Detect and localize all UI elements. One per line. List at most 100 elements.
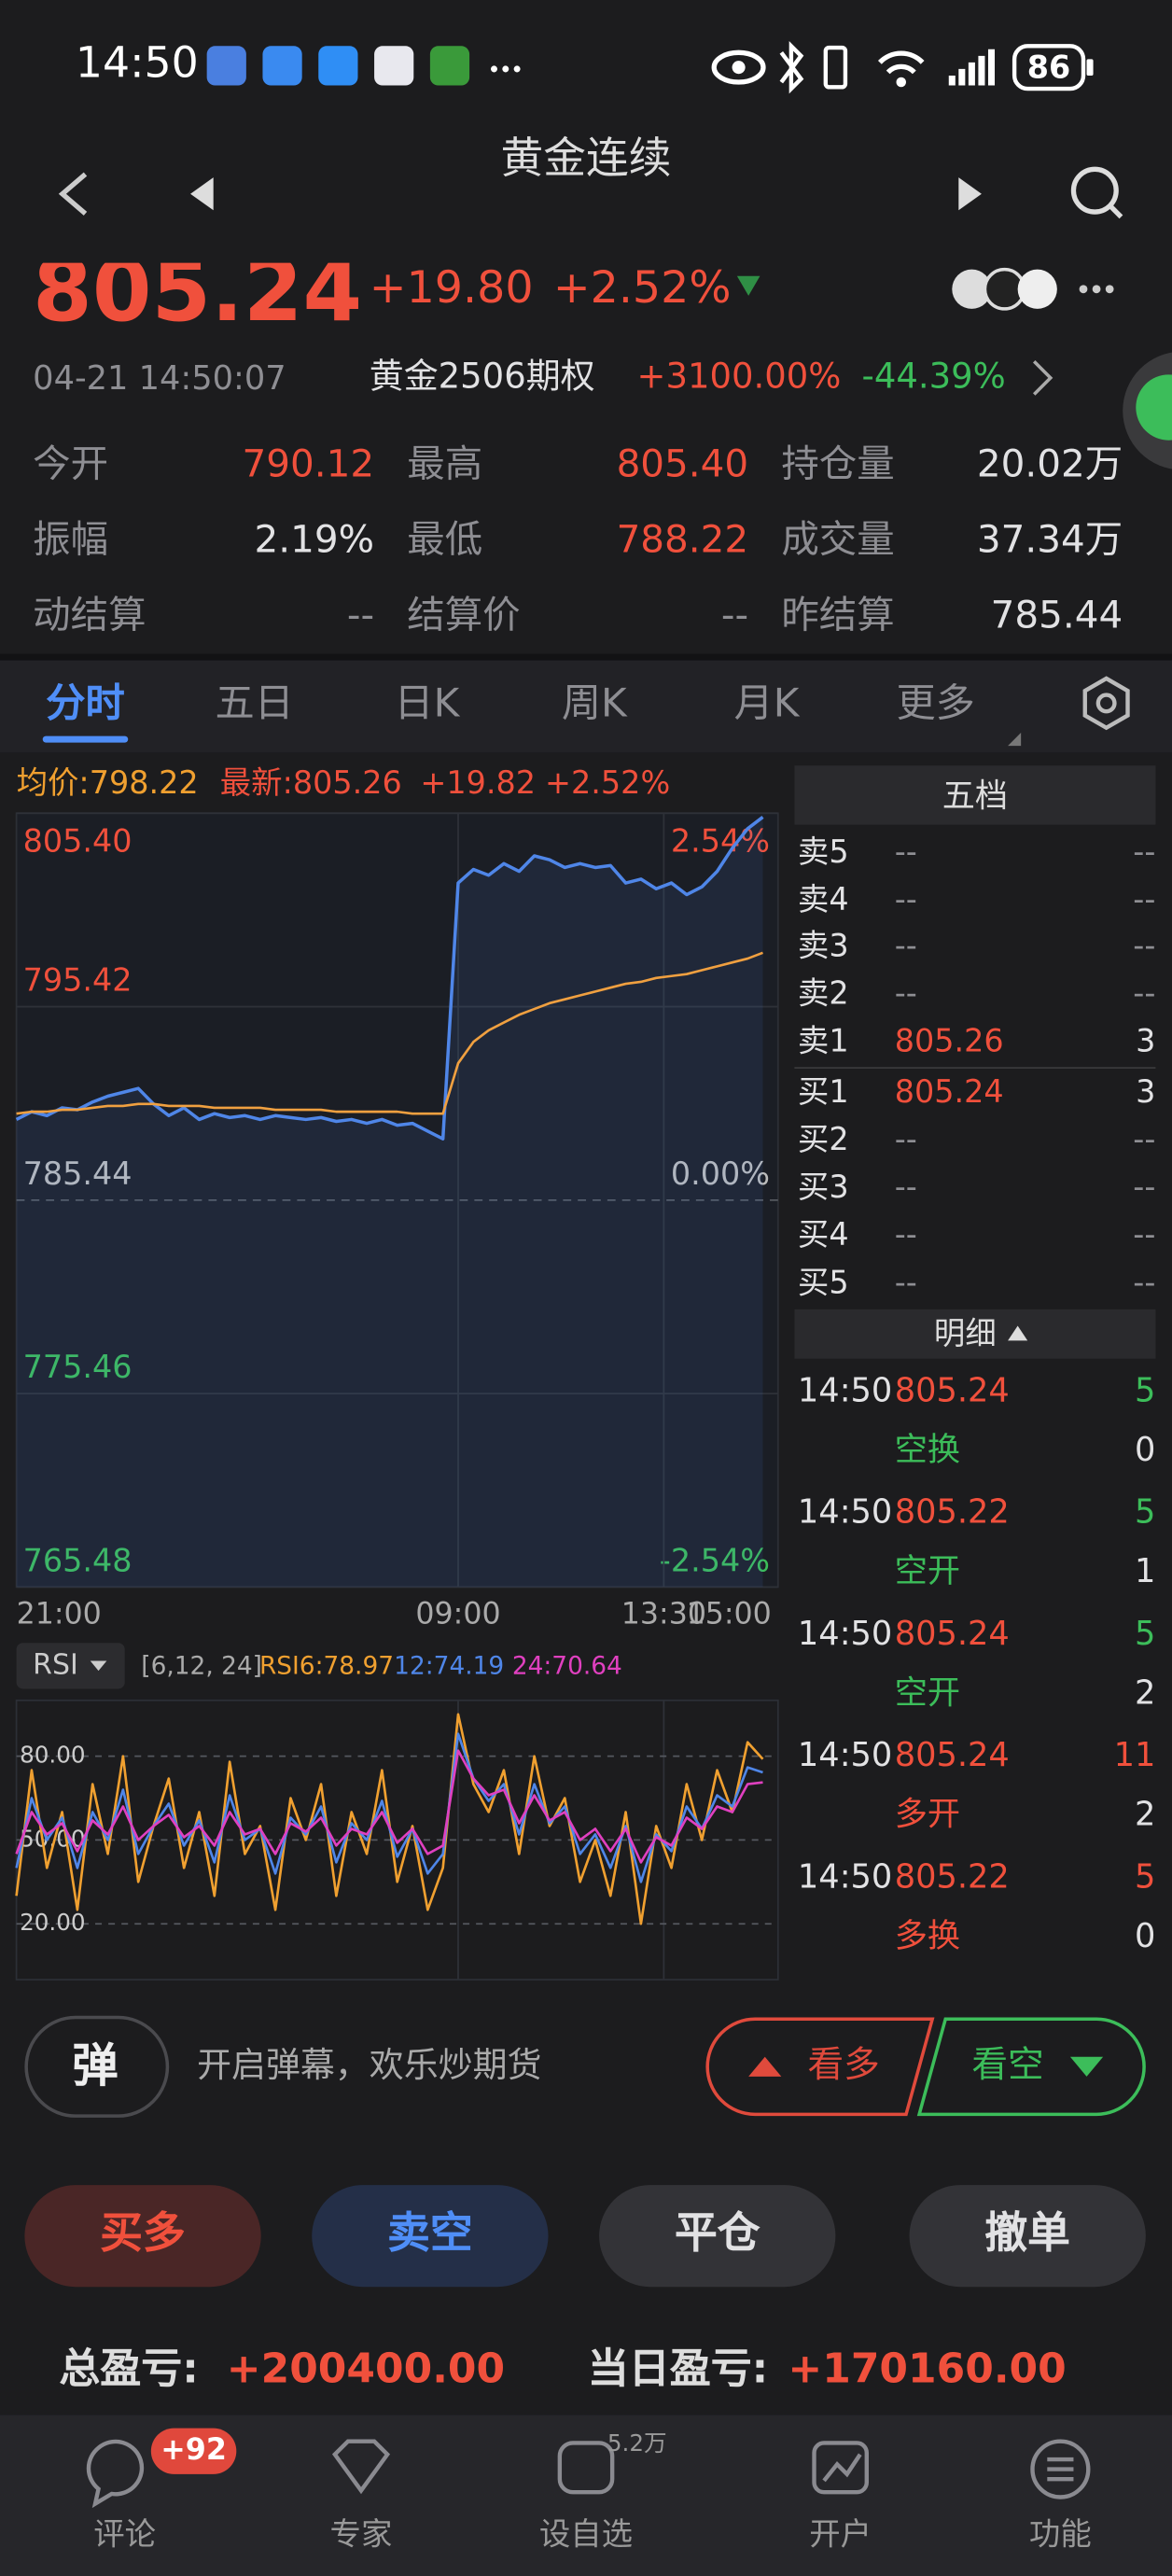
nav-label[interactable]: 评论 xyxy=(93,2515,157,2553)
orderbook-qty: -- xyxy=(1133,1264,1156,1301)
trade-time: 14:50 xyxy=(797,1370,893,1410)
nav-label[interactable]: 设自选 xyxy=(538,2515,634,2553)
app-icon xyxy=(374,46,414,86)
bear-button[interactable] xyxy=(916,2017,1146,2117)
dot xyxy=(490,65,498,73)
trade-count: 0 xyxy=(1135,1915,1156,1955)
status-time: 14:50 xyxy=(75,39,199,90)
pnl-value: +200400.00 xyxy=(226,2344,506,2392)
battery-icon xyxy=(1012,44,1086,91)
trade-count: 2 xyxy=(1135,1672,1156,1713)
action-label[interactable]: 买多 xyxy=(100,2210,186,2260)
danmaku-text: 开启弹幕，欢乐炒期货 xyxy=(197,2046,542,2086)
detail-header xyxy=(794,1309,1156,1359)
back-button[interactable] xyxy=(58,172,88,216)
option-change-2: -44.39% xyxy=(861,357,1006,397)
stat-value: 2.19% xyxy=(254,519,375,563)
price-area xyxy=(16,817,763,1588)
stat-value: 790.12 xyxy=(242,443,375,487)
chevron[interactable] xyxy=(1032,359,1053,396)
nav-icon-line xyxy=(822,2453,862,2483)
orderbook-price: -- xyxy=(894,1169,917,1206)
series-line xyxy=(15,1749,763,1864)
rsi-legend: 12:74.19 xyxy=(394,1651,505,1681)
settings-icon[interactable] xyxy=(1082,676,1130,731)
action-label[interactable]: 平仓 xyxy=(674,2210,760,2260)
rsi-select[interactable] xyxy=(16,1643,125,1689)
tab[interactable]: 日K xyxy=(394,679,460,726)
tab-underline xyxy=(42,735,129,743)
trade-time: 14:50 xyxy=(797,1856,893,1897)
app-icon xyxy=(429,46,470,86)
search-button[interactable] xyxy=(1070,166,1119,215)
action-button[interactable] xyxy=(599,2185,836,2288)
stat-label: 动结算 xyxy=(33,595,146,638)
series-line xyxy=(15,816,764,1141)
orderbook-qty: 3 xyxy=(1136,1022,1156,1059)
bull-button[interactable] xyxy=(705,2017,935,2117)
bull-label: 看多 xyxy=(807,2045,880,2087)
orderbook-title: 五档 xyxy=(942,775,1009,816)
tab[interactable]: 分时 xyxy=(46,679,125,726)
eye-icon xyxy=(711,49,766,85)
y2-tick-label: -2.54% xyxy=(660,1542,770,1578)
orderbook-price: -- xyxy=(894,974,917,1012)
trade-price: 805.24 xyxy=(894,1370,1010,1410)
nav-label[interactable]: 开户 xyxy=(809,2515,872,2553)
orderbook-qty: -- xyxy=(1133,974,1156,1012)
nav-label[interactable]: 专家 xyxy=(329,2515,393,2553)
danmaku-button: 弹 xyxy=(72,2038,119,2093)
y-tick-label: 765.48 xyxy=(23,1542,133,1578)
tab[interactable]: 更多 xyxy=(896,679,975,726)
orderbook-label: 买5 xyxy=(797,1264,849,1301)
search-handle xyxy=(1108,203,1123,219)
tab[interactable]: 五日 xyxy=(215,679,294,726)
latest-price-label: 最新:805.26 xyxy=(219,764,402,802)
nav-icon xyxy=(1030,2439,1091,2499)
trade-count: 0 xyxy=(1135,1429,1156,1469)
y2-tick-label: 2.54% xyxy=(671,822,770,859)
tab[interactable]: 周K xyxy=(561,679,627,726)
orderbook-price: -- xyxy=(894,1121,917,1158)
stat-value: -- xyxy=(720,595,749,638)
trade-qty: 5 xyxy=(1135,1613,1156,1653)
x-tick-label: 15:00 xyxy=(687,1597,772,1631)
avatar xyxy=(952,269,992,309)
trade-time: 14:50 xyxy=(797,1734,893,1775)
nav-icon xyxy=(812,2441,870,2495)
action-button[interactable] xyxy=(24,2185,261,2288)
trade-qty: 5 xyxy=(1135,1370,1156,1410)
trade-count: 1 xyxy=(1135,1550,1156,1590)
prev-button[interactable] xyxy=(190,177,214,211)
action-label[interactable]: 卖空 xyxy=(387,2210,473,2260)
stat-label: 最高 xyxy=(407,443,483,487)
danmaku-toggle[interactable] xyxy=(24,2015,170,2118)
action-button[interactable] xyxy=(312,2185,549,2288)
latest-change: +19.82 xyxy=(420,764,537,802)
watch-count: 5.2万 xyxy=(607,2430,667,2457)
action-label[interactable]: 撤单 xyxy=(984,2210,1070,2260)
chart-area xyxy=(15,812,779,1589)
dot xyxy=(513,65,521,73)
stat-value: 20.02万 xyxy=(976,443,1123,487)
stat-label: 振幅 xyxy=(33,519,109,563)
rsi-legend: 24:70.64 xyxy=(511,1651,622,1681)
stat-value: 805.40 xyxy=(616,443,749,487)
wifi-dot xyxy=(896,77,907,88)
orderbook-qty: 3 xyxy=(1136,1073,1156,1111)
trade-price: 805.22 xyxy=(894,1856,1010,1897)
nav-label[interactable]: 功能 xyxy=(1028,2515,1092,2553)
badge xyxy=(150,2428,237,2474)
stat-label: 持仓量 xyxy=(781,443,895,487)
orderbook-qty: -- xyxy=(1133,833,1156,871)
action-button[interactable] xyxy=(909,2185,1146,2288)
next-button[interactable] xyxy=(958,177,982,211)
trade-time: 14:50 xyxy=(797,1613,893,1653)
orderbook-price: 805.26 xyxy=(894,1022,1004,1059)
rsi-tick-label: 20.00 xyxy=(20,1909,85,1936)
tab[interactable]: 月K xyxy=(733,679,800,726)
down-arrow xyxy=(736,275,760,296)
dot xyxy=(502,65,509,73)
rsi-params: [6,12, 24] xyxy=(141,1651,262,1681)
